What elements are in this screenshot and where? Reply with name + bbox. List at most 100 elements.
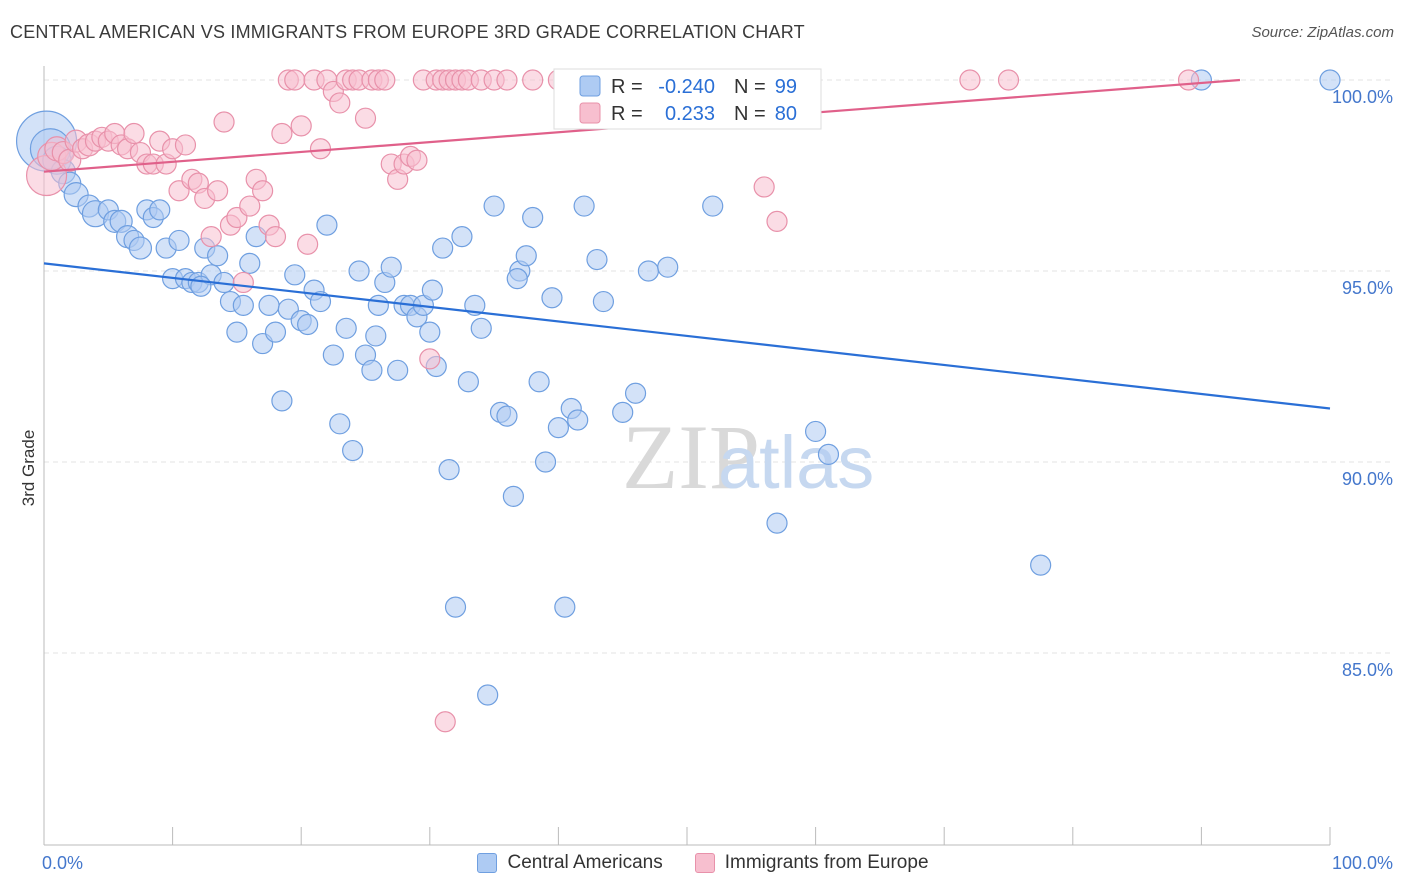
point-s0-40 [309, 290, 332, 313]
legend-label-immigrants-from-europe: Immigrants from Europe [724, 852, 929, 873]
point-s0-49 [367, 294, 389, 316]
series-legend: Central Americans Immigrants from Europe [0, 852, 1406, 874]
legend-item-central-americans: Central Americans [477, 852, 663, 874]
legend-swatch-blue [477, 853, 498, 873]
point-s0-77 [547, 417, 570, 439]
point-s0-80 [567, 409, 589, 431]
point-s0-72 [515, 245, 537, 267]
point-s0-91 [1030, 554, 1052, 576]
point-s1-75 [766, 210, 788, 232]
point-s1-58 [406, 149, 428, 171]
legend-swatch-0 [579, 75, 601, 97]
point-s0-87 [702, 195, 724, 217]
point-s0-19 [168, 229, 190, 252]
point-s0-88 [766, 512, 788, 534]
point-s1-36 [264, 226, 287, 248]
point-s0-76 [541, 287, 563, 309]
point-s0-63 [457, 371, 479, 393]
point-s1-74 [753, 176, 775, 198]
point-s0-67 [483, 195, 505, 217]
point-s1-39 [284, 69, 306, 91]
legend-n-value-0: 99 [775, 76, 797, 98]
point-s0-29 [232, 294, 254, 316]
point-s0-61 [444, 596, 467, 618]
legend-r-value-1: 0.233 [665, 103, 715, 125]
point-s0-46 [348, 260, 370, 282]
point-s0-48 [361, 359, 383, 381]
source-credit: Source: ZipAtlas.com [1251, 24, 1394, 41]
y-tick-label-85: 85.0% [1342, 660, 1393, 680]
point-s1-28 [213, 111, 235, 133]
point-s0-57 [419, 321, 441, 343]
point-s0-83 [612, 401, 634, 423]
point-s0-93 [1319, 69, 1341, 91]
point-s1-79 [434, 711, 456, 733]
point-s0-37 [284, 264, 306, 286]
legend-n-label-0: N = [734, 76, 766, 98]
point-s0-73 [522, 206, 544, 229]
point-s1-26 [200, 226, 222, 248]
legend-r-value-0: -0.240 [658, 76, 715, 98]
point-s0-42 [322, 344, 344, 366]
legend-r-label-0: R = [611, 76, 643, 98]
point-s0-65 [470, 317, 492, 339]
watermark-atlas: atlas [718, 421, 874, 504]
point-s1-70 [522, 69, 544, 91]
y-tick-label-100: 100.0% [1332, 87, 1393, 107]
point-s0-60 [438, 459, 460, 481]
point-s0-34 [264, 321, 287, 343]
point-s0-41 [316, 214, 338, 236]
point-s1-76 [959, 69, 981, 91]
point-s0-97 [421, 279, 443, 301]
point-s1-22 [174, 134, 197, 156]
legend-swatch-pink [694, 853, 715, 873]
point-s0-28 [226, 321, 248, 343]
point-s1-27 [207, 180, 229, 202]
point-s0-98 [506, 268, 528, 290]
point-s0-90 [817, 443, 840, 465]
point-s0-13 [128, 236, 153, 260]
point-s0-74 [528, 371, 550, 393]
trend-line-s0 [43, 262, 1331, 410]
x-tick-label-end: 100.0% [1332, 853, 1393, 873]
point-s0-82 [586, 248, 608, 271]
point-s0-30 [239, 252, 261, 274]
point-s0-25 [207, 245, 229, 267]
watermark-zip: ZIP [622, 406, 760, 508]
y-axis-label: 3rd Grade [19, 430, 38, 507]
point-s0-95 [297, 313, 319, 336]
point-s0-78 [554, 596, 576, 618]
point-s1-40 [290, 115, 312, 137]
legend-n-value-1: 80 [775, 103, 797, 125]
x-tick-label-start: 0.0% [42, 853, 83, 873]
point-s0-86 [657, 256, 679, 278]
point-s0-43 [329, 413, 351, 435]
chart-title: CENTRAL AMERICAN VS IMMIGRANTS FROM EURO… [10, 22, 805, 42]
point-s1-50 [354, 107, 377, 129]
point-s1-14 [123, 122, 145, 145]
grid-lines [44, 79, 1390, 654]
point-s0-69 [496, 405, 518, 427]
point-s0-81 [573, 195, 595, 217]
tick-labels: 85.0% 90.0% 95.0% 100.0% 0.0% 100.0% [42, 87, 1393, 873]
y-tick-label-90: 90.0% [1342, 469, 1393, 489]
point-s1-69 [496, 69, 518, 91]
point-s0-16 [149, 199, 171, 221]
legend-n-label-1: N = [734, 103, 766, 125]
point-s1-32 [239, 195, 261, 217]
point-s1-37 [271, 122, 293, 145]
point-s0-45 [342, 439, 364, 462]
point-s1-77 [997, 69, 1020, 91]
point-s1-43 [309, 138, 332, 160]
point-s1-53 [374, 69, 396, 91]
point-s1-78 [1177, 69, 1200, 91]
point-s0-89 [804, 420, 827, 443]
point-s1-41 [297, 233, 319, 255]
point-s0-51 [380, 256, 402, 278]
point-s0-44 [335, 317, 357, 339]
point-s0-33 [258, 294, 280, 316]
point-s0-62 [451, 226, 473, 248]
point-s1-34 [252, 180, 274, 202]
legend-item-immigrants-from-europe: Immigrants from Europe [694, 852, 929, 874]
